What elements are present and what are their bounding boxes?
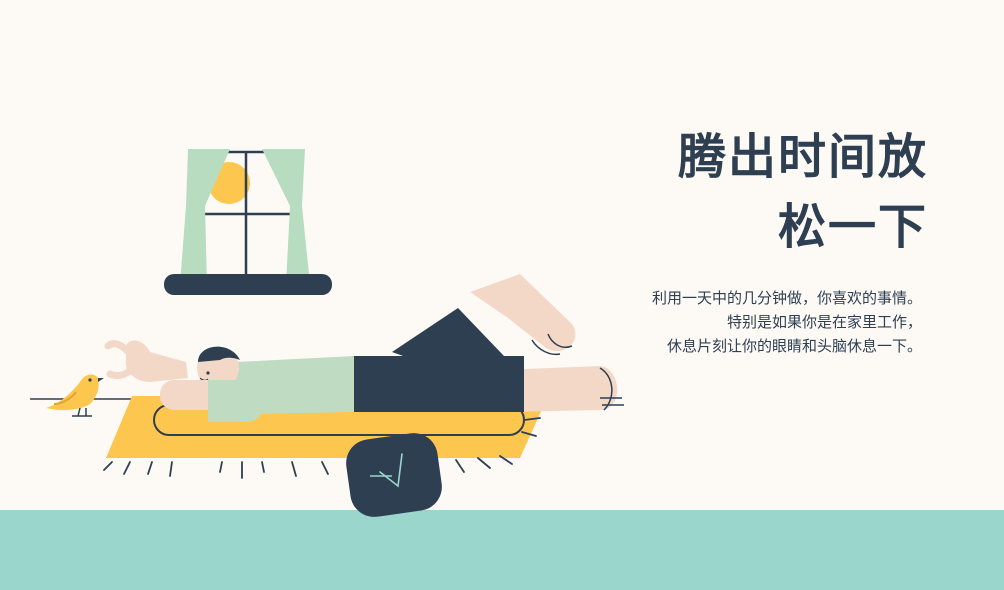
description-line-2: 特别是如果你是在家里工作， [726,313,922,331]
curtain-icon [262,149,310,284]
description-line-1: 利用一天中的几分钟做，你喜欢的事情。 [651,289,922,307]
window-icon [164,149,332,295]
laptop-icon [346,433,442,517]
curtain-icon [180,149,230,284]
title-line-1: 腾出时间放 [677,129,928,185]
person-lying-icon [104,274,624,422]
description: 利用一天中的几分钟做，你喜欢的事情。 特别是如果你是在家里工作， 休息片刻让你的… [502,286,922,358]
bird-icon [46,374,104,417]
title-line-2: 松一下 [777,199,928,255]
description-line-3: 休息片刻让你的眼睛和头脑休息一下。 [666,337,922,355]
window-sill [164,274,332,295]
page-title: 腾出时间放 松一下 [508,122,928,262]
floor-strip [0,510,1004,590]
